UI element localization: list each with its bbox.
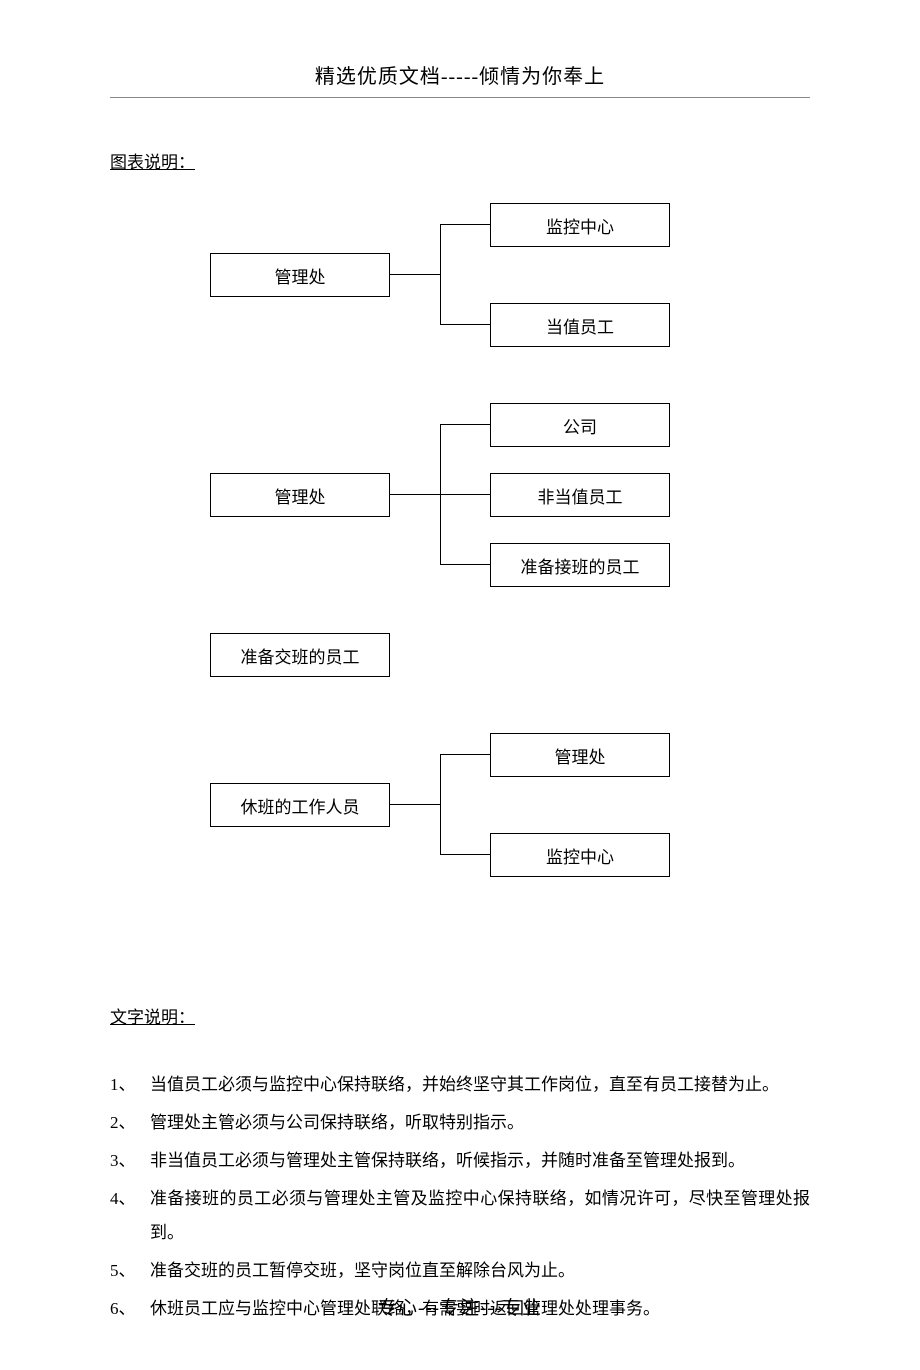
org-node: 当值员工: [490, 303, 670, 347]
page-footer: 专心---专注---专业: [0, 1293, 920, 1320]
list-item-text: 非当值员工必须与管理处主管保持联络，听候指示，并随时准备至管理处报到。: [150, 1144, 810, 1178]
list-item: 2、管理处主管必须与公司保持联络，听取特别指示。: [110, 1106, 810, 1140]
connector-line: [390, 494, 440, 495]
list-item-text: 准备交班的员工暂停交班，坚守岗位直至解除台风为止。: [150, 1254, 810, 1288]
org-node: 监控中心: [490, 203, 670, 247]
list-item-text: 管理处主管必须与公司保持联络，听取特别指示。: [150, 1106, 810, 1140]
document-page: 精选优质文档-----倾情为你奉上 图表说明： 管理处监控中心当值员工管理处公司…: [0, 0, 920, 1370]
text-list: 1、当值员工必须与监控中心保持联络，并始终坚守其工作岗位，直至有员工接替为止。2…: [110, 1068, 810, 1326]
connector-line: [440, 224, 441, 325]
list-item-number: 1、: [110, 1068, 150, 1102]
connector-line: [440, 854, 490, 855]
header-rule: [110, 97, 810, 98]
org-node: 监控中心: [490, 833, 670, 877]
list-item-number: 2、: [110, 1106, 150, 1140]
org-node: 公司: [490, 403, 670, 447]
text-section-title: 文字说明：: [110, 1003, 195, 1028]
list-item-number: 4、: [110, 1182, 150, 1250]
text-section: 文字说明： 1、当值员工必须与监控中心保持联络，并始终坚守其工作岗位，直至有员工…: [110, 1003, 810, 1326]
org-node: 管理处: [210, 473, 390, 517]
connector-line: [440, 564, 490, 565]
connector-line: [390, 804, 440, 805]
page-header: 精选优质文档-----倾情为你奉上: [110, 60, 810, 89]
list-item-number: 3、: [110, 1144, 150, 1178]
diagram-section-title: 图表说明：: [110, 148, 195, 173]
connector-line: [440, 224, 490, 225]
connector-line: [440, 754, 441, 855]
list-item: 4、准备接班的员工必须与管理处主管及监控中心保持联络，如情况许可，尽快至管理处报…: [110, 1182, 810, 1250]
org-node: 休班的工作人员: [210, 783, 390, 827]
org-node: 准备接班的员工: [490, 543, 670, 587]
diagram-area: 管理处监控中心当值员工管理处公司非当值员工准备接班的员工准备交班的员工休班的工作…: [110, 193, 810, 973]
org-node: 管理处: [210, 253, 390, 297]
org-node: 准备交班的员工: [210, 633, 390, 677]
org-node: 非当值员工: [490, 473, 670, 517]
connector-line: [390, 274, 440, 275]
connector-line: [440, 424, 490, 425]
list-item-text: 当值员工必须与监控中心保持联络，并始终坚守其工作岗位，直至有员工接替为止。: [150, 1068, 810, 1102]
list-item-text: 准备接班的员工必须与管理处主管及监控中心保持联络，如情况许可，尽快至管理处报到。: [150, 1182, 810, 1250]
list-item-number: 5、: [110, 1254, 150, 1288]
list-item: 3、非当值员工必须与管理处主管保持联络，听候指示，并随时准备至管理处报到。: [110, 1144, 810, 1178]
connector-line: [440, 754, 490, 755]
connector-line: [440, 324, 490, 325]
org-node: 管理处: [490, 733, 670, 777]
list-item: 1、当值员工必须与监控中心保持联络，并始终坚守其工作岗位，直至有员工接替为止。: [110, 1068, 810, 1102]
connector-line: [440, 494, 490, 495]
list-item: 5、准备交班的员工暂停交班，坚守岗位直至解除台风为止。: [110, 1254, 810, 1288]
